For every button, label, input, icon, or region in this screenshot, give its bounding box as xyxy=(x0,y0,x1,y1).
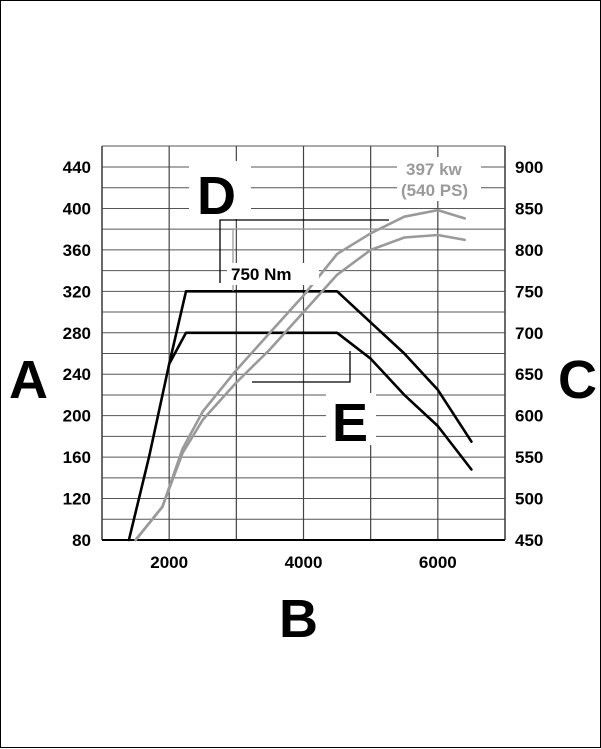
x-tick-label: 4000 xyxy=(285,553,323,572)
torque-label-bg xyxy=(227,263,319,285)
power-label-bg xyxy=(397,157,481,201)
left-tick-label: 120 xyxy=(63,490,91,509)
right-tick-label: 600 xyxy=(515,407,543,426)
left-tick-label: 80 xyxy=(72,531,91,550)
letter-b: B xyxy=(279,589,318,649)
series-line-1 xyxy=(127,289,473,542)
letter-e-bg xyxy=(326,393,376,445)
left-tick-label: 280 xyxy=(63,324,91,343)
right-tick-label: 900 xyxy=(515,158,543,177)
annotation-e-bracket xyxy=(252,351,351,383)
letter-d-bg xyxy=(189,161,251,219)
x-tick-label: 6000 xyxy=(419,553,457,572)
right-tick-label: 750 xyxy=(515,282,543,301)
torque-peak-label: 750 Nm xyxy=(231,265,291,284)
left-tick-label: 160 xyxy=(63,448,91,467)
left-tick-label: 440 xyxy=(63,158,91,177)
left-tick-label: 360 xyxy=(63,241,91,260)
right-tick-label: 700 xyxy=(515,324,543,343)
left-tick-label: 240 xyxy=(63,365,91,384)
right-tick-label: 650 xyxy=(515,365,543,384)
power-peak-label-line2: (540 PS) xyxy=(401,181,468,200)
annotation-d-bracket xyxy=(219,219,389,283)
series-line-4 xyxy=(134,208,467,542)
letter-d: D xyxy=(197,166,236,226)
letter-e: E xyxy=(332,393,368,453)
power-peak-label-line1: 397 kw xyxy=(406,160,463,179)
series-line-2 xyxy=(167,331,473,471)
right-tick-label: 550 xyxy=(515,448,543,467)
x-tick-label: 2000 xyxy=(150,553,188,572)
grid xyxy=(101,145,506,541)
left-tick-label: 320 xyxy=(63,282,91,301)
x-axis-ticks: 2000 4000 6000 xyxy=(150,553,456,572)
right-axis-ticks: 450 500 550 600 650 700 750 800 850 900 xyxy=(515,158,543,550)
left-tick-label: 200 xyxy=(63,407,91,426)
right-tick-label: 800 xyxy=(515,241,543,260)
right-tick-label: 850 xyxy=(515,199,543,218)
letter-c: C xyxy=(558,350,597,410)
right-tick-label: 450 xyxy=(515,531,543,550)
right-tick-label: 500 xyxy=(515,490,543,509)
left-axis-ticks: 80 120 160 200 240 280 320 360 400 440 xyxy=(63,158,91,550)
left-tick-label: 400 xyxy=(63,199,91,218)
series-group xyxy=(127,208,473,542)
letter-a: A xyxy=(9,350,48,410)
